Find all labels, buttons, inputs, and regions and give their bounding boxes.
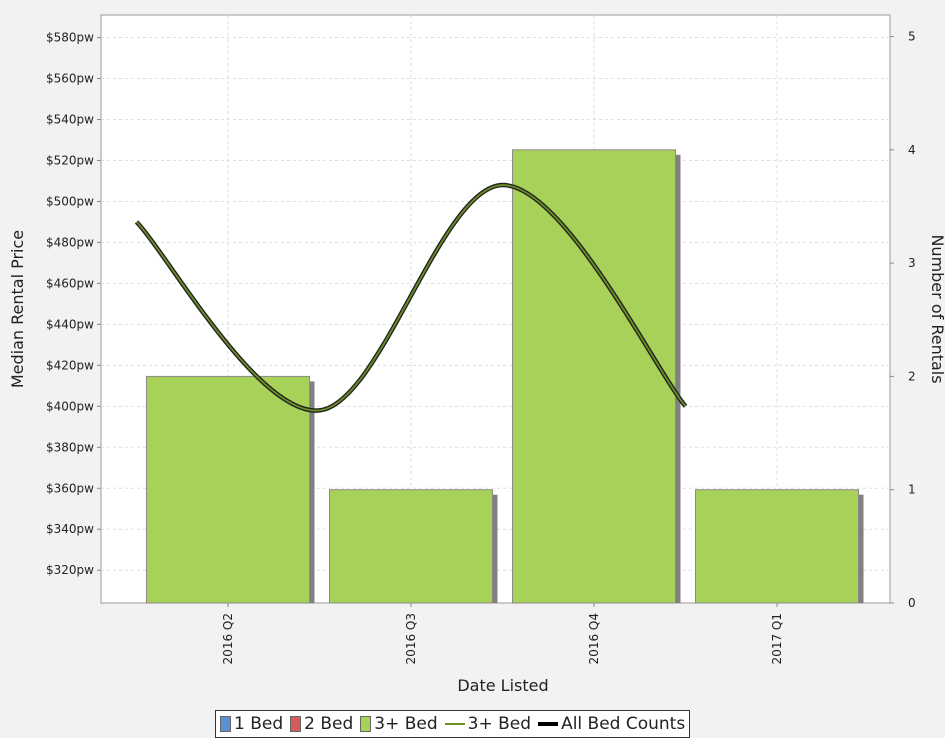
- line: [135, 184, 687, 412]
- chart: Date Listed Median Rental Price Number o…: [8, 14, 945, 695]
- y2-tick-label: 3: [908, 256, 916, 270]
- y-tick-label: $460pw: [46, 276, 94, 290]
- y2-tick-label: 1: [908, 483, 916, 497]
- legend-swatch: [220, 716, 231, 732]
- y-tick-label: $380pw: [46, 440, 94, 454]
- y-tick-label: $560pw: [46, 72, 94, 86]
- y-tick-label: $520pw: [46, 153, 94, 167]
- y-tick-label: $320pw: [46, 563, 94, 577]
- bar: [329, 489, 493, 604]
- y-tick-label: $480pw: [46, 235, 94, 249]
- x-tick-label: 2016 Q4: [587, 613, 601, 664]
- x-axis-title: Date Listed: [457, 676, 548, 695]
- y2-tick-label: 2: [908, 369, 916, 383]
- y-tick-label: $440pw: [46, 317, 94, 331]
- legend-swatch: [290, 716, 302, 732]
- legend-item: 3+ Bed: [360, 714, 438, 734]
- legend-swatch: [444, 723, 465, 725]
- legend: 1 Bed 2 Bed 3+ Bed 3+ Bed All Bed Counts: [215, 710, 691, 738]
- legend-label: 3+ Bed: [467, 714, 532, 734]
- y-tick-label: $540pw: [46, 112, 94, 126]
- bar: [512, 149, 676, 604]
- y-tick-label: $500pw: [46, 194, 94, 208]
- y2-tick-label: 4: [908, 143, 916, 157]
- bar: [146, 375, 310, 604]
- legend-item: 2 Bed: [290, 714, 353, 734]
- legend-swatch: [538, 722, 559, 726]
- legend-item: All Bed Counts: [538, 714, 685, 734]
- y-tick-label: $360pw: [46, 481, 94, 495]
- legend-label: 3+ Bed: [374, 714, 438, 734]
- legend-label: All Bed Counts: [561, 714, 686, 734]
- legend-item: 1 Bed: [220, 714, 283, 734]
- bar: [695, 489, 859, 604]
- y-tick-label: $580pw: [46, 31, 94, 45]
- x-tick-label: 2016 Q2: [221, 613, 235, 664]
- y-axis-title: Median Rental Price: [8, 230, 27, 388]
- legend-item: 3+ Bed: [444, 714, 532, 734]
- x-tick-label: 2017 Q1: [770, 613, 784, 664]
- y2-tick-label: 0: [908, 596, 916, 610]
- y-tick-label: $400pw: [46, 399, 94, 413]
- y2-tick-label: 5: [908, 30, 916, 44]
- legend-swatch: [360, 716, 372, 732]
- legend-label: 2 Bed: [304, 714, 354, 734]
- y-tick-label: $340pw: [46, 522, 94, 536]
- y2-axis-title: Number of Rentals: [928, 234, 945, 383]
- y-tick-label: $420pw: [46, 358, 94, 372]
- x-tick-label: 2016 Q3: [404, 613, 418, 664]
- legend-label: 1 Bed: [234, 714, 284, 734]
